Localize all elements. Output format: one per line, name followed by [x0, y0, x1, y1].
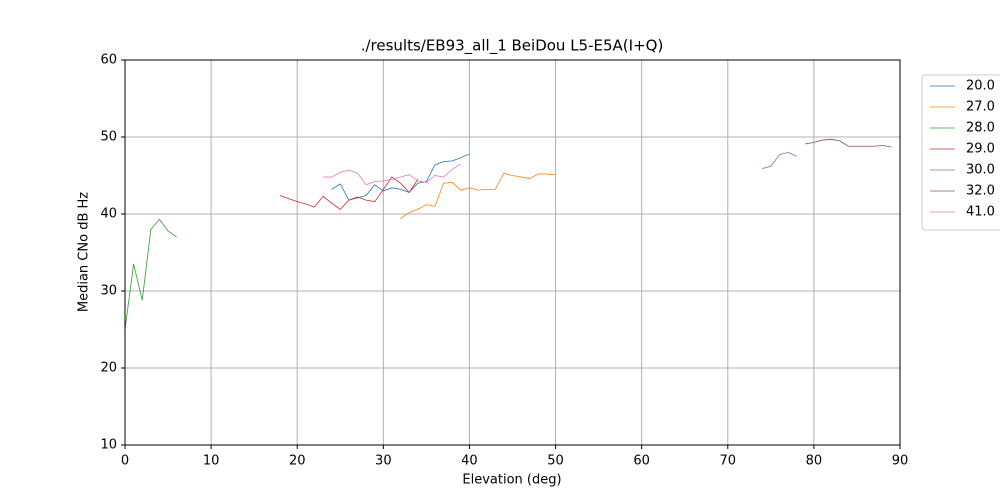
series-line — [323, 163, 462, 186]
y-tick-label: 30 — [100, 284, 117, 299]
x-tick-label: 30 — [375, 454, 392, 469]
x-tick-label: 40 — [461, 454, 478, 469]
legend-label: 29.0 — [966, 142, 995, 157]
x-tick-label: 50 — [547, 454, 564, 469]
x-tick-label: 0 — [121, 454, 129, 469]
x-tick-label: 10 — [203, 454, 220, 469]
y-axis-label: Median CNo dB Hz — [77, 192, 92, 312]
x-tick-label: 60 — [633, 454, 650, 469]
x-tick-label: 80 — [806, 454, 823, 469]
legend-label: 28.0 — [966, 121, 995, 136]
legend-label: 27.0 — [966, 100, 995, 115]
legend: 20.0 27.0 28.0 29.0 30.0 32.0 41.0 — [921, 74, 1000, 231]
plot-frame — [124, 59, 901, 446]
legend-label: 30.0 — [966, 163, 995, 178]
y-tick-label: 40 — [100, 207, 117, 222]
x-axis-label: Elevation (deg) — [462, 473, 561, 488]
legend-label: 32.0 — [966, 184, 995, 199]
series-line — [400, 172, 556, 219]
y-tick-label: 50 — [100, 130, 117, 145]
y-tick-label: 60 — [100, 53, 117, 68]
series-line — [331, 153, 470, 201]
x-tick-label: 90 — [892, 454, 909, 469]
y-tick-label: 20 — [100, 361, 117, 376]
y-tick-label: 10 — [100, 438, 117, 453]
series-line — [762, 151, 797, 169]
series-line — [279, 176, 419, 210]
chart-title: ./results/EB93_all_1 BeiDou L5-E5A(I+Q) — [361, 37, 664, 56]
legend-label: 41.0 — [966, 205, 995, 220]
x-tick-label: 70 — [720, 454, 737, 469]
x-tick-label: 20 — [289, 454, 306, 469]
legend-label: 20.0 — [966, 79, 995, 94]
series-line — [805, 138, 892, 148]
series-line — [124, 218, 177, 330]
